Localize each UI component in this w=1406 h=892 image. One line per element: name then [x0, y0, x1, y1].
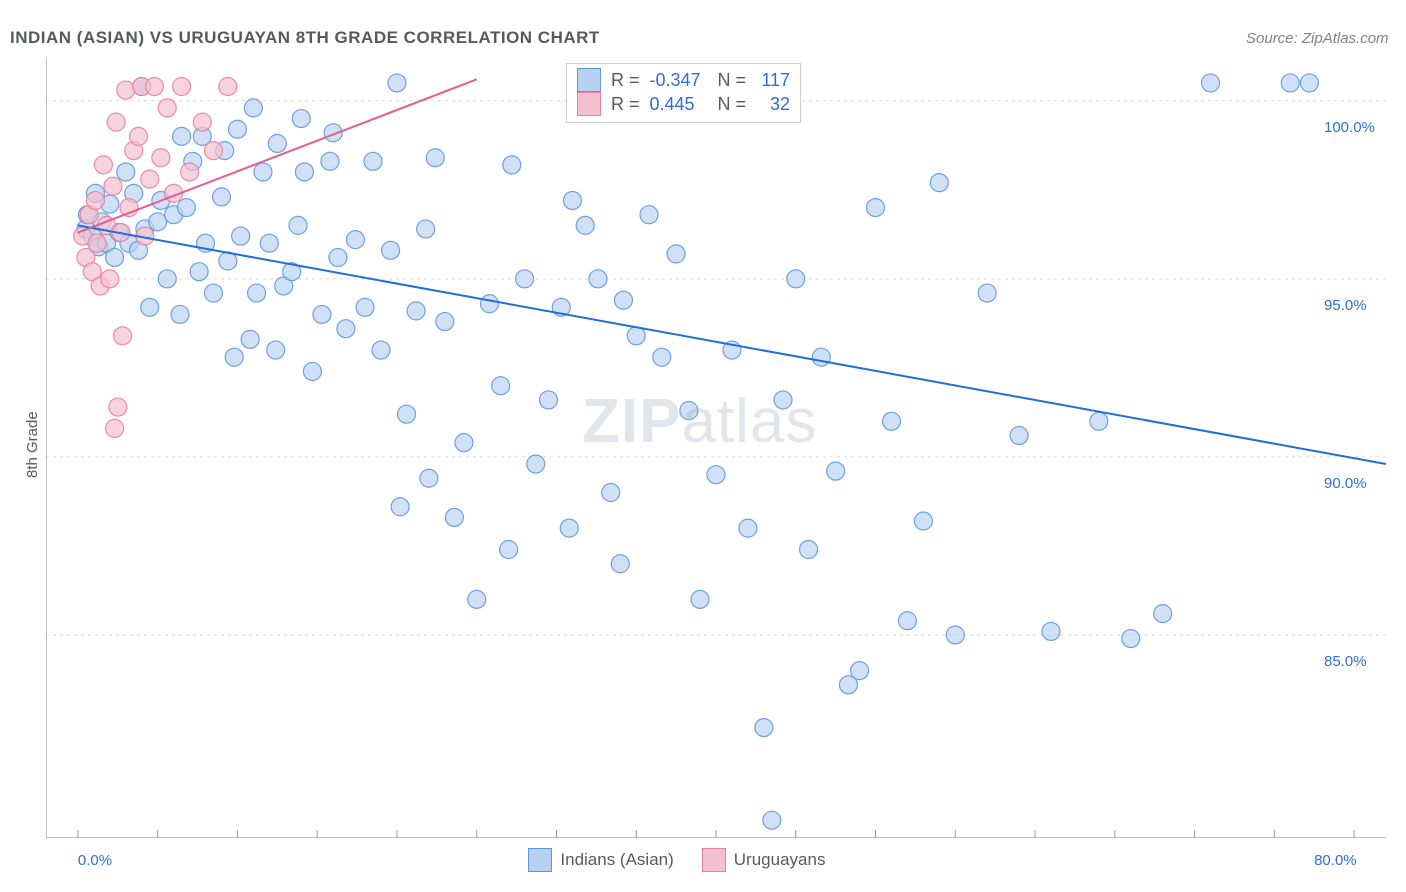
legend-swatch	[528, 848, 552, 872]
legend-label: Indians (Asian)	[560, 850, 673, 870]
y-tick-label: 90.0%	[1324, 475, 1367, 492]
y-axis-label: 8th Grade	[24, 411, 41, 478]
stats-row: R = -0.347 N = 117	[577, 68, 790, 92]
y-tick-label: 100.0%	[1324, 119, 1375, 136]
x-tick-label: 0.0%	[78, 852, 112, 869]
y-tick-label: 95.0%	[1324, 297, 1367, 314]
chart-title: INDIAN (ASIAN) VS URUGUAYAN 8TH GRADE CO…	[10, 28, 600, 48]
legend-item: Indians (Asian)	[528, 848, 673, 872]
plot-svg	[46, 58, 1386, 838]
x-tick-label: 80.0%	[1314, 852, 1357, 869]
series-swatch	[577, 92, 601, 116]
source-attribution: Source: ZipAtlas.com	[1246, 30, 1389, 47]
bottom-legend: Indians (Asian) Uruguayans	[528, 848, 825, 872]
stats-legend-box: R = -0.347 N = 117 R = 0.445 N = 32	[566, 63, 801, 123]
scatter-plot-area: ZIPatlas R =-0.347N =117R =0.445N =32 10…	[46, 58, 1386, 838]
legend-swatch	[702, 848, 726, 872]
stat-n-label: N =	[718, 68, 747, 92]
y-tick-label: 85.0%	[1324, 653, 1367, 670]
stat-r-value: -0.347	[650, 68, 708, 92]
legend-item: Uruguayans	[702, 848, 826, 872]
stat-n-label: N =	[718, 92, 747, 116]
stat-r-label: R =	[611, 92, 640, 116]
stats-row: R = 0.445 N = 32	[577, 92, 790, 116]
stat-n-value: 32	[756, 92, 790, 116]
series-swatch	[577, 68, 601, 92]
stat-r-label: R =	[611, 68, 640, 92]
legend-label: Uruguayans	[734, 850, 826, 870]
stat-n-value: 117	[756, 68, 790, 92]
stat-r-value: 0.445	[650, 92, 708, 116]
